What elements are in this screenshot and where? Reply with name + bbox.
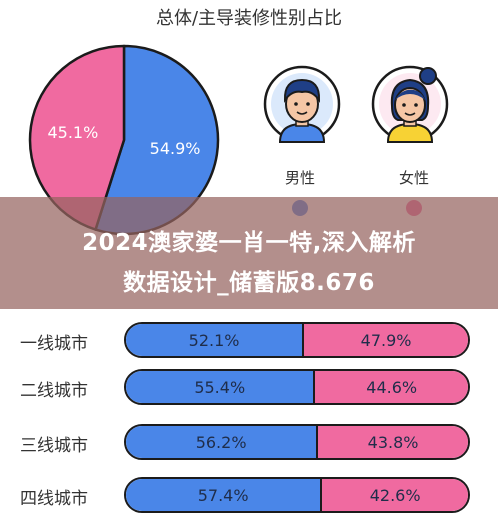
category-label: 一线城市 — [20, 334, 88, 354]
pie-chart: 54.9% 45.1% — [28, 44, 220, 236]
legend-label-male: 男性 — [284, 169, 315, 187]
bar-segment-male: 55.4% — [126, 371, 316, 403]
pie-label-male: 54.9% — [150, 139, 201, 158]
banner-line-1: 2024澳家婆一肖一特,深入解析 — [82, 230, 416, 256]
bar-segment-female: 42.6% — [322, 479, 468, 511]
overlay-banner: 2024澳家婆一肖一特,深入解析 数据设计_储蓄版8.676 — [0, 197, 498, 309]
bar-segment-female: 47.9% — [304, 324, 468, 356]
bar-segment-male: 56.2% — [126, 426, 319, 458]
pie-label-female: 45.1% — [47, 123, 98, 142]
category-label: 二线城市 — [20, 381, 88, 401]
stacked-bar-row: 57.4% 42.6% — [124, 477, 470, 513]
bar-segment-female: 43.8% — [318, 426, 468, 458]
category-label: 三线城市 — [20, 436, 88, 456]
legend-label-female: 女性 — [398, 169, 429, 187]
bar-segment-male: 52.1% — [126, 324, 305, 356]
banner-line-2: 数据设计_储蓄版8.676 — [123, 270, 375, 296]
male-avatar — [262, 62, 342, 156]
female-avatar — [370, 58, 450, 156]
stacked-bar-row: 55.4% 44.6% — [124, 369, 470, 405]
chart-title: 总体/主导装修性别占比 — [155, 8, 343, 29]
stacked-bar-row: 52.1% 47.9% — [124, 322, 470, 358]
bar-segment-female: 44.6% — [315, 371, 468, 403]
stacked-bar-row: 56.2% 43.8% — [124, 424, 470, 460]
category-label: 四线城市 — [20, 489, 88, 509]
bar-segment-male: 57.4% — [126, 479, 323, 511]
